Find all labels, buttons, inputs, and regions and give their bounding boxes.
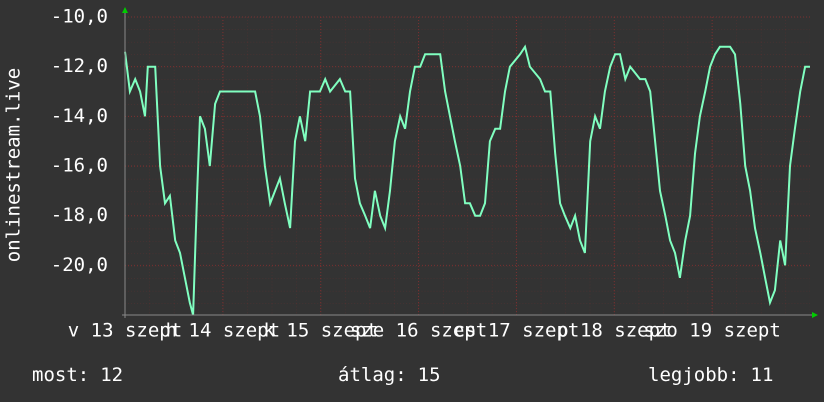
stat: legjobb: 11 bbox=[648, 364, 773, 386]
x-arrow bbox=[812, 312, 818, 318]
data-line bbox=[124, 44, 810, 316]
y-tick-label: -18,0 bbox=[51, 204, 108, 226]
x-tick-label: szo 19 szept bbox=[644, 320, 781, 342]
stat-label: legjobb: bbox=[648, 364, 740, 386]
x-tick-label: sze 16 szept bbox=[350, 320, 487, 342]
stat: átlag: 15 bbox=[338, 364, 441, 386]
stat-value: 15 bbox=[418, 364, 441, 386]
y-axis-label: onlinestream.live bbox=[3, 68, 25, 262]
x-tick-label: p 18 szept bbox=[557, 320, 671, 342]
plot bbox=[124, 16, 810, 316]
y-tick-label: -16,0 bbox=[51, 155, 108, 177]
y-arrow bbox=[122, 7, 128, 13]
stat-label: most: bbox=[32, 364, 89, 386]
stat-value: 11 bbox=[751, 364, 774, 386]
y-tick-label: -14,0 bbox=[51, 105, 108, 127]
x-tick-label: cs 17 szept bbox=[454, 320, 580, 342]
x-tick-label: h 14 szept bbox=[166, 320, 280, 342]
x-tick-label: v 13 szept bbox=[68, 320, 182, 342]
y-tick-label: -10,0 bbox=[51, 6, 108, 28]
stat-label: átlag: bbox=[338, 364, 407, 386]
stat-value: 12 bbox=[100, 364, 123, 386]
y-tick-label: -12,0 bbox=[51, 55, 108, 77]
x-tick-label: k 15 szept bbox=[264, 320, 378, 342]
stat: most: 12 bbox=[32, 364, 123, 386]
y-tick-label: -20,0 bbox=[51, 254, 108, 276]
